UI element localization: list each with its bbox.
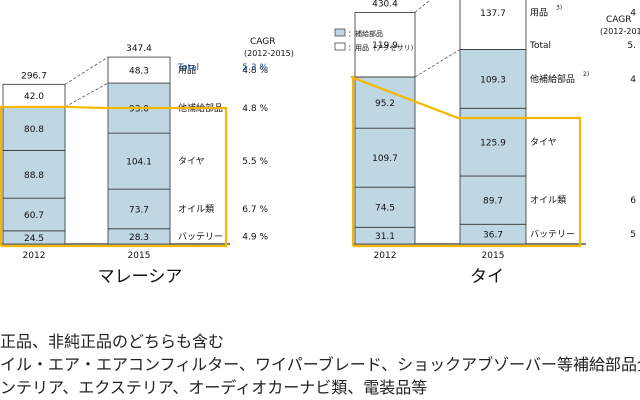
- malaysia-category-2012: 2012: [23, 251, 46, 261]
- malaysia-value-label-2012-2: 88.8: [24, 171, 44, 181]
- malaysia-bar-2015-タイヤ: [107, 132, 171, 190]
- malaysia-bar-2012-他補給部品: [2, 106, 66, 151]
- legend-swatch-accessories: [334, 42, 346, 51]
- thai-value-label-2015-2: 125.9: [480, 139, 506, 149]
- malaysia-cagr-3: 4.8 %: [242, 104, 268, 114]
- thai-series-note-4: 3): [556, 4, 562, 11]
- malaysia-connector-total: [64, 56, 109, 85]
- malaysia-series-label-4: 用品: [178, 65, 196, 76]
- thai-cagr-3: 4: [630, 75, 636, 85]
- malaysia-value-label-2012-1: 60.7: [24, 211, 44, 221]
- malaysia-series-label-1: オイル類: [178, 204, 214, 215]
- malaysia-cagr-total: 5.3 %: [242, 63, 268, 73]
- chart-canvas: 24.5 60.7 88.8 80.8 42.0 296.7 2012 28.3 73.7 104…: [0, 0, 640, 287]
- malaysia-series-label-0: バッテリー: [178, 231, 223, 242]
- thai-value-label-2012-4: 119.9: [372, 41, 398, 51]
- thai-cagr-4: 4: [630, 8, 636, 18]
- footnote-1: 正品、非純正品のどちらも含む: [0, 332, 225, 351]
- malaysia-value-label-2015-4: 48.3: [129, 67, 149, 77]
- malaysia-value-label-2015-1: 73.7: [129, 205, 149, 215]
- thai-bar-2015-タイヤ: [459, 107, 527, 177]
- malaysia-cagr-0: 4.9 %: [242, 232, 268, 242]
- thai-series-label-2: タイヤ: [530, 137, 557, 148]
- thai-category-2015: 2015: [482, 251, 505, 261]
- malaysia-value-label-2012-3: 80.8: [24, 125, 44, 135]
- malaysia-total-2015: 347.4: [126, 44, 152, 54]
- thai-cagr-total: 5.: [627, 41, 636, 51]
- thai-series-label-3: 他補給部品: [530, 73, 575, 85]
- thai-cagr-0: 5: [630, 230, 636, 240]
- thai-bar-2012-オイル類: [354, 186, 416, 228]
- legend-label-parts: ：補給部品: [348, 29, 383, 38]
- malaysia-value-label-2015-2: 104.1: [126, 158, 152, 168]
- malaysia-bar-2015-オイル類: [107, 188, 171, 230]
- thai-cagr-1: 6: [630, 196, 636, 206]
- thai-value-label-2012-0: 31.1: [375, 232, 395, 242]
- malaysia-connector-parts: [64, 82, 109, 108]
- thai-series-label-4: 用品: [530, 7, 548, 18]
- thai-bar-2012-タイヤ: [354, 127, 416, 188]
- malaysia-category-2015: 2015: [128, 251, 151, 261]
- thai-value-label-2012-2: 109.7: [372, 154, 398, 164]
- malaysia-cagr-2: 5.5 %: [242, 157, 268, 167]
- thai-bar-2015-オイル類: [459, 175, 527, 225]
- thai-total-label: Total: [529, 41, 551, 51]
- thai-bar-2015-他補給部品: [459, 49, 527, 109]
- malaysia-series-label-2: タイヤ: [178, 156, 205, 167]
- thai-value-label-2015-3: 109.3: [480, 75, 506, 85]
- footnote-2: イル・エア・エアコンフィルター、ワイパーブレード、ショックアブゾーバー等補給部品…: [0, 355, 640, 374]
- malaysia-cagr-1: 6.7 %: [242, 205, 268, 215]
- malaysia-value-label-2015-0: 28.3: [129, 233, 149, 243]
- malaysia-value-label-2015-3: 93.0: [129, 105, 149, 115]
- thai-cagr-header-period: (2012-201: [600, 27, 640, 36]
- footnote-3: ンテリア、エクステリア、オーディオカーナビ類、電装品等: [0, 378, 428, 397]
- malaysia-bar-2012-オイル類: [2, 197, 66, 232]
- thai-value-label-2012-1: 74.5: [375, 204, 395, 214]
- malaysia-value-label-2012-0: 24.5: [24, 234, 44, 244]
- thai-total-2012: 430.4: [372, 0, 398, 9]
- thai-bar-2012-用品: [354, 12, 416, 78]
- malaysia-bar-2015-用品: [107, 56, 171, 84]
- thai-connector-parts: [414, 49, 461, 78]
- thai-value-label-2012-3: 95.2: [375, 99, 395, 109]
- malaysia-cagr-4: 4.8 %: [242, 66, 268, 76]
- malaysia-cagr-header: CAGR: [250, 37, 276, 47]
- thai-parts-highlight-frame: [350, 75, 582, 248]
- thai-value-label-2015-1: 89.7: [483, 197, 503, 207]
- thai-chart-title: タイ: [470, 267, 504, 287]
- malaysia-total-2012: 296.7: [21, 71, 47, 81]
- thai-connector-total: [414, 0, 431, 13]
- legend-label-accessories: ：用品（アクセサリ）: [348, 44, 418, 52]
- thai-series-label-1: オイル類: [530, 195, 566, 206]
- thai-series-note-3: 2): [583, 71, 589, 78]
- malaysia-bar-2012-タイヤ: [2, 149, 66, 199]
- malaysia-cagr-header-period: (2012-2015): [244, 49, 294, 58]
- thai-bar-2015-用品: [459, 0, 527, 50]
- thai-series-label-0: バッテリー: [530, 229, 575, 240]
- malaysia-value-label-2012-4: 42.0: [24, 92, 44, 102]
- malaysia-chart-title: マレーシア: [98, 267, 183, 287]
- thai-value-label-2015-4: 137.7: [480, 9, 506, 19]
- thai-category-2012: 2012: [374, 251, 397, 261]
- malaysia-parts-highlight-frame: [0, 105, 228, 248]
- legend-swatch-parts: [334, 28, 346, 37]
- malaysia-total-label: Total: [177, 63, 199, 73]
- thai-cagr-header: CAGR: [606, 15, 632, 25]
- thai-value-label-2015-0: 36.7: [483, 231, 503, 241]
